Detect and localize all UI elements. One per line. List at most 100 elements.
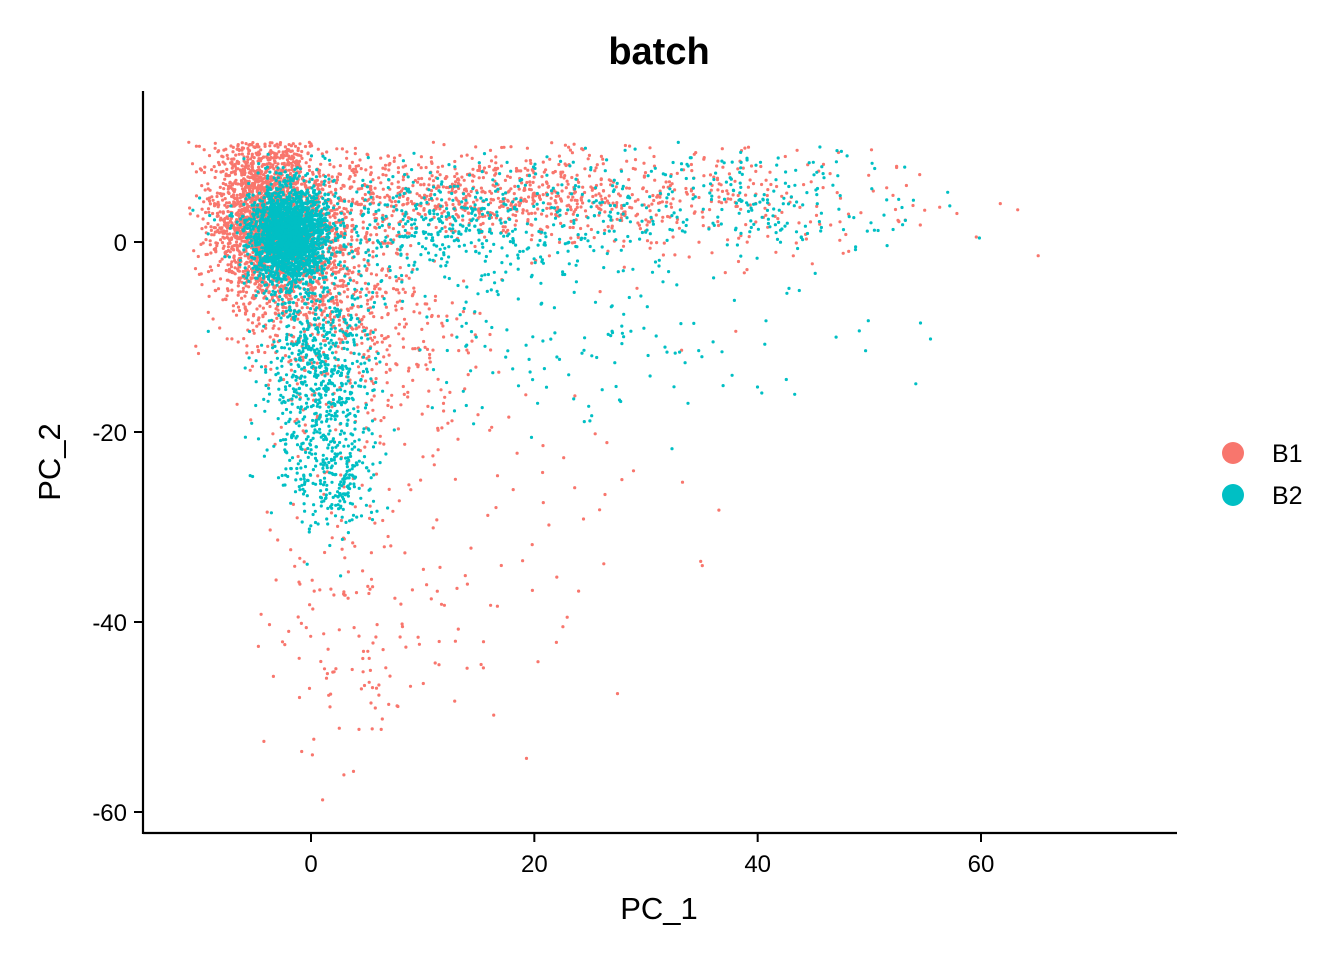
- data-point: [277, 150, 281, 154]
- data-point: [325, 150, 329, 154]
- data-point: [307, 686, 312, 691]
- data-point: [373, 521, 377, 525]
- data-point: [520, 181, 524, 185]
- data-point: [291, 157, 295, 161]
- data-point: [269, 149, 273, 153]
- data-point: [279, 320, 283, 324]
- data-point: [384, 666, 388, 670]
- data-point: [318, 272, 322, 276]
- data-point: [557, 240, 562, 244]
- data-point: [321, 290, 325, 294]
- data-point: [766, 188, 770, 192]
- data-point: [291, 502, 295, 506]
- data-point: [374, 686, 379, 690]
- data-point: [256, 145, 260, 149]
- data-point: [266, 265, 270, 269]
- data-point: [725, 189, 729, 193]
- data-point: [236, 305, 241, 309]
- data-point: [259, 179, 264, 183]
- data-point: [974, 235, 978, 239]
- data-point: [209, 251, 213, 255]
- data-point: [244, 197, 248, 201]
- data-point: [294, 301, 299, 305]
- data-point: [218, 277, 223, 281]
- data-point: [192, 249, 196, 253]
- data-point: [378, 195, 382, 200]
- data-point: [365, 287, 369, 291]
- data-point: [237, 147, 241, 151]
- data-point: [486, 513, 490, 518]
- data-point: [308, 194, 312, 198]
- data-point: [297, 656, 301, 660]
- data-point: [337, 318, 341, 322]
- data-point: [208, 239, 212, 243]
- data-point: [214, 241, 218, 245]
- data-point: [280, 183, 284, 187]
- data-point: [266, 156, 270, 160]
- data-point: [305, 316, 309, 320]
- data-point: [280, 284, 284, 288]
- data-point: [313, 302, 318, 306]
- data-point: [393, 596, 397, 600]
- data-point: [379, 156, 383, 160]
- data-point: [365, 440, 369, 444]
- data-point: [739, 207, 743, 211]
- data-point: [301, 358, 305, 362]
- data-point: [226, 184, 231, 189]
- data-point: [648, 246, 652, 250]
- data-point: [316, 184, 320, 188]
- data-point: [360, 483, 364, 487]
- data-point: [380, 294, 384, 298]
- data-point: [224, 174, 228, 178]
- data-point: [281, 152, 285, 157]
- data-point: [394, 326, 398, 330]
- data-point: [212, 165, 216, 169]
- data-point: [367, 197, 371, 201]
- data-point: [489, 159, 494, 163]
- data-point: [338, 267, 343, 271]
- data-point: [200, 283, 204, 287]
- data-point: [214, 249, 218, 253]
- data-point: [426, 404, 430, 408]
- data-point: [238, 223, 242, 227]
- data-point: [440, 164, 445, 168]
- data-point: [235, 402, 239, 406]
- data-point: [574, 207, 578, 212]
- data-point: [369, 272, 373, 276]
- data-point: [253, 201, 257, 205]
- data-point: [400, 622, 404, 626]
- data-point: [489, 348, 493, 352]
- data-point: [693, 210, 697, 214]
- data-point: [368, 516, 372, 521]
- data-point: [202, 200, 206, 204]
- data-point: [310, 196, 314, 200]
- data-point: [494, 161, 498, 165]
- data-point: [335, 147, 339, 151]
- data-point: [272, 286, 276, 290]
- data-point: [441, 401, 446, 405]
- data-point: [231, 145, 235, 149]
- data-point: [469, 546, 473, 550]
- data-point: [691, 193, 695, 197]
- data-point: [593, 432, 597, 436]
- data-point: [223, 177, 227, 181]
- data-point: [308, 603, 312, 607]
- data-point: [395, 279, 399, 283]
- data-point: [428, 177, 432, 181]
- data-point: [355, 281, 359, 285]
- data-point: [532, 175, 536, 179]
- data-point: [239, 182, 243, 186]
- data-point: [203, 165, 207, 169]
- data-point: [435, 589, 439, 593]
- data-point: [341, 283, 345, 287]
- data-point: [637, 223, 642, 227]
- data-point: [237, 269, 241, 273]
- data-point: [347, 177, 351, 181]
- data-point: [266, 383, 270, 387]
- data-point: [938, 205, 942, 209]
- data-point: [571, 195, 575, 199]
- data-point: [403, 290, 407, 294]
- data-point: [390, 200, 394, 204]
- data-point: [334, 191, 338, 195]
- data-point: [362, 315, 366, 319]
